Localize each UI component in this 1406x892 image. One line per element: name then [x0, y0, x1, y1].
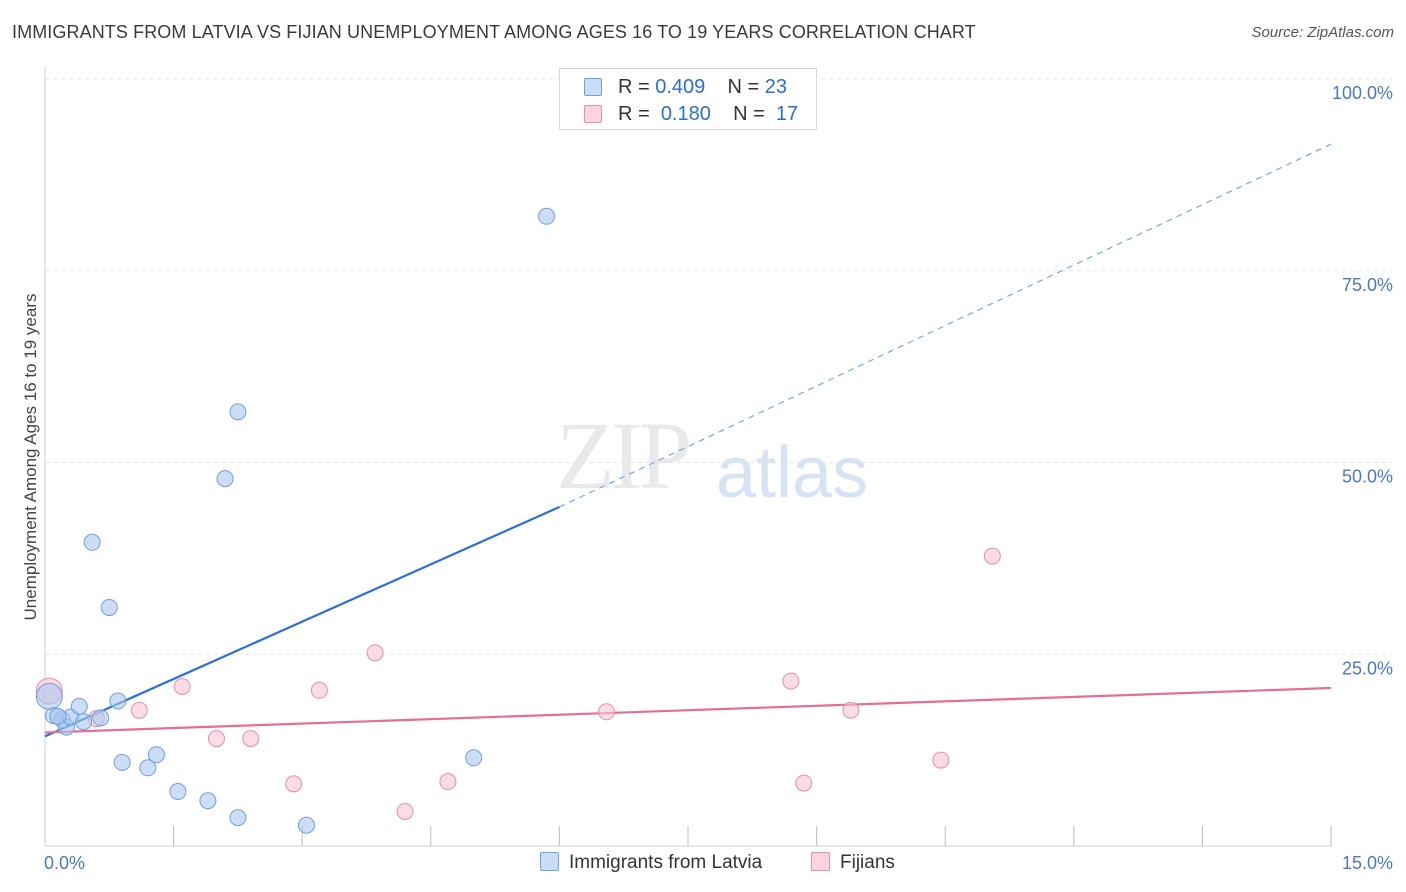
point-latvia[interactable] — [199, 792, 217, 810]
chart-title: IMMIGRANTS FROM LATVIA VS FIJIAN UNEMPLO… — [12, 22, 976, 42]
data-points — [35, 207, 1001, 834]
legend-n-label: N = — [727, 76, 760, 98]
y-axis-label: Unemployment Among Ages 16 to 19 years — [21, 294, 40, 621]
trend-line-latvia-extension — [559, 143, 1332, 508]
legend-swatch-pink — [584, 105, 602, 123]
gridlines — [45, 78, 1392, 655]
point-latvia[interactable] — [70, 697, 88, 715]
point-latvia[interactable] — [229, 403, 247, 421]
point-fijians[interactable] — [130, 701, 148, 719]
legend-n-label: N = — [733, 103, 765, 125]
point-latvia[interactable] — [465, 749, 483, 767]
point-latvia[interactable] — [147, 746, 165, 764]
point-fijians[interactable] — [439, 773, 457, 791]
point-latvia[interactable] — [538, 207, 556, 225]
point-latvia[interactable] — [139, 759, 157, 777]
legend-r-value: 0.180 — [660, 103, 711, 125]
bottom-legend-label-latvia: Immigrants from Latvia — [569, 852, 763, 873]
point-latvia[interactable] — [75, 713, 93, 731]
point-fijians[interactable] — [310, 681, 328, 699]
point-latvia[interactable] — [297, 816, 315, 834]
point-latvia[interactable] — [49, 707, 67, 725]
x-tick-label: 15.0% — [1342, 853, 1393, 873]
bottom-legend-swatch-pink — [811, 852, 830, 871]
point-fijians[interactable] — [782, 672, 800, 690]
trend-line-fijians — [44, 686, 1332, 734]
axes — [44, 66, 1332, 847]
legend-r-label: R = — [618, 103, 650, 125]
trend-line-latvia — [44, 505, 560, 738]
bottom-legend-label-fijians: Fijians — [840, 852, 895, 873]
source-label: Source: ZipAtlas.com — [1251, 24, 1394, 41]
legend-n-value: 17 — [775, 103, 799, 125]
y-tick-label: 25.0% — [1342, 658, 1393, 678]
point-latvia[interactable] — [229, 809, 247, 827]
point-fijians[interactable] — [842, 701, 860, 719]
point-fijians[interactable] — [932, 751, 950, 769]
point-fijians[interactable] — [285, 775, 303, 793]
bottom-legend-fijians[interactable]: Fijians — [811, 852, 895, 874]
point-latvia[interactable] — [113, 753, 131, 771]
point-fijians[interactable] — [173, 677, 191, 695]
y-tick-label: 50.0% — [1342, 467, 1393, 487]
point-fijians[interactable] — [983, 547, 1001, 565]
point-fijians[interactable] — [598, 703, 616, 721]
legend-r-label: R = — [618, 76, 650, 98]
bottom-legend-swatch-blue — [540, 852, 559, 871]
point-latvia[interactable] — [169, 783, 187, 801]
legend-n-value: 23 — [764, 76, 788, 98]
point-latvia[interactable] — [109, 692, 127, 710]
point-fijians[interactable] — [207, 730, 225, 748]
watermark-atlas: atlas — [716, 433, 869, 513]
bottom-legend-latvia[interactable]: Immigrants from Latvia — [540, 852, 762, 874]
trend-lines — [44, 143, 1332, 738]
point-fijians[interactable] — [396, 802, 414, 820]
point-fijians[interactable] — [242, 730, 260, 748]
point-latvia[interactable] — [216, 470, 234, 488]
y-tick-label: 100.0% — [1332, 83, 1393, 103]
point-fijians[interactable] — [795, 774, 813, 792]
point-latvia[interactable] — [35, 682, 63, 710]
y-tick-label: 75.0% — [1342, 275, 1393, 295]
point-fijians[interactable] — [366, 644, 384, 662]
point-latvia[interactable] — [92, 709, 110, 727]
point-latvia[interactable] — [83, 533, 101, 551]
legend-swatch-blue — [584, 78, 602, 96]
legend-r-value: 0.409 — [655, 76, 706, 98]
tick-labels: 25.0% 50.0% 75.0% 100.0% 0.0% 15.0% — [44, 83, 1393, 873]
correlation-legend: R = 0.409 N = 23 R = 0.180 N = 17 — [559, 68, 817, 130]
x-tick-label: 0.0% — [44, 853, 85, 873]
point-latvia[interactable] — [100, 598, 118, 616]
